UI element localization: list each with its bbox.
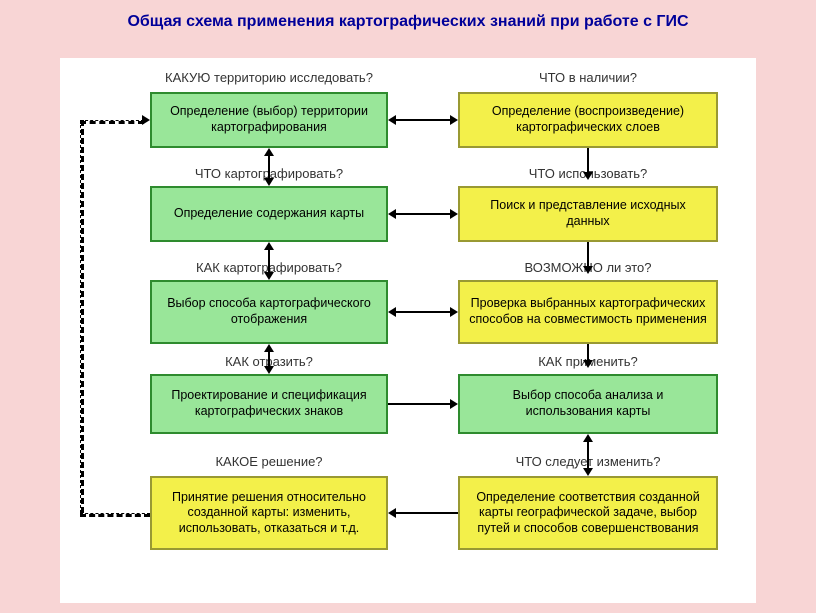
dashed-vert <box>80 120 84 513</box>
box-left-1: Определение содержания карты <box>150 186 388 242</box>
box-right-1: Поиск и представление исходных данных <box>458 186 718 242</box>
h-arrow-row-1 <box>388 207 458 221</box>
box-right-4: Определение соответствия созданной карты… <box>458 476 718 550</box>
v-arrow-left-2 <box>262 344 276 374</box>
box-right-3: Выбор способа анализа и использования ка… <box>458 374 718 434</box>
v-mini-right-1 <box>581 242 595 274</box>
v-arrow-right-3 <box>581 434 595 476</box>
h-arrow-row-3 <box>388 397 458 411</box>
question-left-4: КАКОЕ решение? <box>150 454 388 469</box>
page-title: Общая схема применения картографических … <box>0 0 816 37</box>
diagram: КАКУЮ территорию исследовать? ЧТО в налич… <box>60 58 756 603</box>
v-mini-right-0 <box>581 148 595 180</box>
v-arrow-left-1 <box>262 242 276 280</box>
box-left-2: Выбор способа картографического отображе… <box>150 280 388 344</box>
question-right-0: ЧТО в наличии? <box>458 70 718 85</box>
box-left-3: Проектирование и спецификация картографи… <box>150 374 388 434</box>
box-right-2: Проверка выбранных картографических спос… <box>458 280 718 344</box>
h-arrow-row-2 <box>388 305 458 319</box>
v-arrow-left-0 <box>262 148 276 186</box>
box-left-4: Принятие решения относительно созданной … <box>150 476 388 550</box>
v-mini-right-2 <box>581 344 595 368</box>
h-arrow-row-4 <box>388 506 458 520</box>
dashed-arrowhead <box>142 115 150 125</box>
h-arrow-row-0 <box>388 113 458 127</box>
box-left-0: Определение (выбор) территории картограф… <box>150 92 388 148</box>
box-right-0: Определение (воспроизведение) картографи… <box>458 92 718 148</box>
dashed-bottom <box>80 513 150 517</box>
question-left-0: КАКУЮ территорию исследовать? <box>150 70 388 85</box>
dashed-top <box>80 120 144 124</box>
